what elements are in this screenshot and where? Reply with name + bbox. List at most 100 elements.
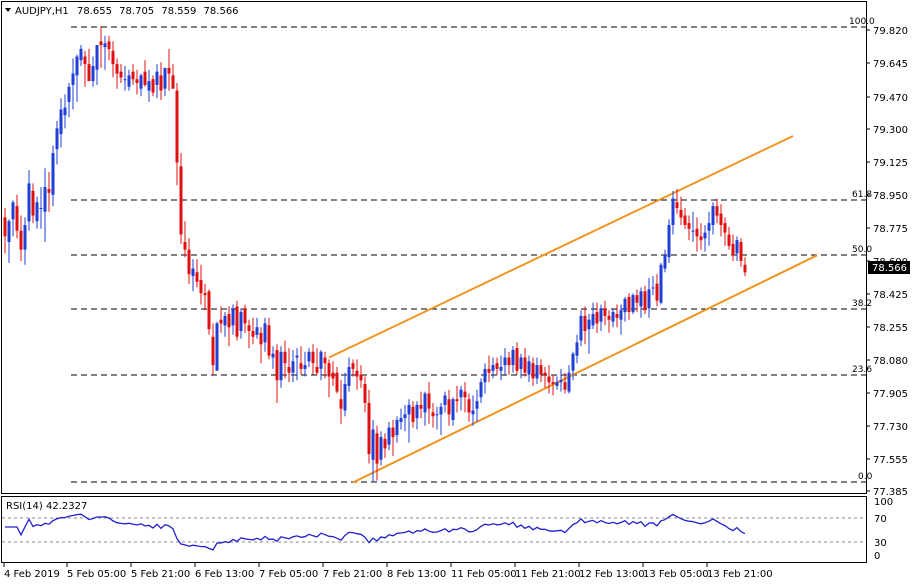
candle-body bbox=[499, 367, 503, 371]
candle-body bbox=[327, 363, 331, 377]
candle-body bbox=[207, 291, 211, 330]
price-tick: 79.820 bbox=[866, 26, 908, 37]
candle-body bbox=[607, 315, 611, 320]
candle-body bbox=[415, 404, 419, 419]
candle-body bbox=[675, 202, 679, 208]
candle-body bbox=[367, 403, 371, 455]
candle-body bbox=[219, 319, 223, 324]
candle-body bbox=[163, 67, 167, 89]
candle-body bbox=[395, 420, 399, 436]
fibo-label-382: 38.2 bbox=[852, 299, 872, 309]
candle-body bbox=[279, 351, 283, 381]
candle-body bbox=[311, 351, 315, 364]
candle-body bbox=[743, 264, 747, 273]
rsi-panel-frame bbox=[1, 496, 867, 563]
candle-body bbox=[539, 365, 543, 375]
price-tick: 79.125 bbox=[866, 158, 908, 169]
time-tick-label: 4 Feb 2019 bbox=[4, 569, 60, 580]
candle-body bbox=[603, 308, 607, 316]
candle-body bbox=[703, 232, 707, 239]
candle-body bbox=[679, 209, 683, 218]
candle-body bbox=[251, 331, 255, 337]
candle-body bbox=[739, 242, 743, 261]
candle-body bbox=[383, 438, 387, 449]
fibonacci-levels[interactable]: 100.0 61.8 50.0 38.2 23.6 0.0 bbox=[71, 17, 875, 483]
rsi-panel: RSI(14) 42.2327 100 70 30 0 bbox=[2, 497, 893, 562]
candle-body bbox=[623, 298, 627, 313]
candle-body bbox=[3, 217, 7, 237]
trend-channel[interactable] bbox=[328, 135, 818, 484]
candle-body bbox=[119, 71, 123, 78]
candle-body bbox=[71, 73, 75, 85]
candle-body bbox=[375, 433, 379, 464]
candle-body bbox=[95, 45, 99, 70]
price-tick: 78.950 bbox=[866, 191, 908, 202]
time-tick-label: 11 Feb 05:00 bbox=[451, 569, 517, 580]
time-tick-label: 5 Feb 05:00 bbox=[67, 569, 126, 580]
candle-body bbox=[715, 206, 719, 216]
dropdown-arrow-icon[interactable] bbox=[5, 8, 11, 12]
price-tick: 77.730 bbox=[866, 422, 908, 433]
price-tick-label: 78.775 bbox=[873, 224, 908, 235]
time-tick-label: 8 Feb 13:00 bbox=[387, 569, 446, 580]
candle-body bbox=[711, 206, 715, 225]
chart-header[interactable]: AUDJPY,H1 78.655 78.705 78.559 78.566 bbox=[5, 6, 239, 17]
candle-body bbox=[571, 353, 575, 371]
time-tick-label: 12 Feb 13:00 bbox=[579, 569, 645, 580]
price-tick-label: 79.645 bbox=[873, 59, 908, 70]
candle-body bbox=[175, 90, 179, 163]
channel-upper-line[interactable] bbox=[328, 135, 794, 359]
candle-body bbox=[563, 382, 567, 390]
channel-lower-line[interactable] bbox=[352, 254, 818, 484]
candle-body bbox=[599, 308, 603, 322]
candle-body bbox=[439, 406, 443, 415]
fibo-label-500: 50.0 bbox=[852, 245, 872, 255]
candle-body bbox=[691, 230, 695, 232]
candle-body bbox=[471, 410, 475, 415]
candle-body bbox=[727, 234, 731, 246]
candle-body bbox=[435, 414, 439, 416]
candle-body bbox=[83, 56, 87, 65]
candle-body bbox=[631, 295, 635, 313]
candle-body bbox=[707, 223, 711, 231]
candle-body bbox=[67, 86, 71, 102]
candle-body bbox=[719, 213, 723, 225]
candle-body bbox=[431, 412, 435, 417]
time-tick-label: 7 Feb 05:00 bbox=[259, 569, 318, 580]
candle-body bbox=[115, 64, 119, 74]
candle-body bbox=[247, 325, 251, 331]
time-tick-label: 13 Feb 05:00 bbox=[643, 569, 709, 580]
time-tick: 5 Feb 05:00 bbox=[66, 563, 126, 580]
candle-body bbox=[615, 314, 619, 318]
candle-body bbox=[319, 351, 323, 369]
time-tick: 4 Feb 2019 bbox=[3, 563, 60, 580]
candle-body bbox=[303, 365, 307, 369]
candle-body bbox=[507, 357, 511, 366]
price-tick-label: 79.820 bbox=[873, 26, 908, 37]
candle-body bbox=[39, 208, 43, 209]
candle-body bbox=[723, 223, 727, 233]
candle-body bbox=[143, 71, 147, 85]
candle-body bbox=[315, 367, 319, 373]
candle-body bbox=[479, 382, 483, 398]
price-tick-label: 78.255 bbox=[873, 323, 908, 334]
last-price-tag: 78.566 bbox=[868, 261, 910, 274]
candle-body bbox=[35, 202, 39, 222]
candle-body bbox=[299, 363, 303, 369]
candle-body bbox=[339, 399, 343, 409]
candle-body bbox=[191, 268, 195, 277]
candle-body bbox=[347, 367, 351, 386]
candle-body bbox=[543, 372, 547, 375]
candle-body bbox=[91, 66, 95, 82]
candle-body bbox=[171, 75, 175, 89]
candle-body bbox=[467, 399, 471, 413]
candle-body bbox=[275, 350, 279, 381]
candle-body bbox=[735, 240, 739, 254]
candle-body bbox=[19, 230, 23, 250]
candle-body bbox=[551, 382, 555, 384]
candle-body bbox=[427, 393, 431, 409]
candle-body bbox=[7, 221, 11, 242]
price-tick: 77.905 bbox=[866, 389, 908, 400]
time-tick: 11 Feb 05:00 bbox=[450, 563, 517, 580]
